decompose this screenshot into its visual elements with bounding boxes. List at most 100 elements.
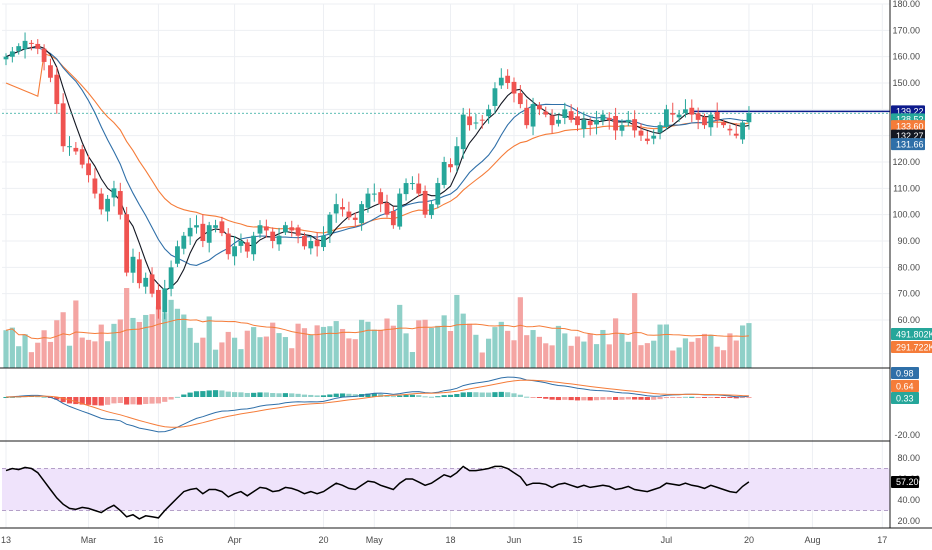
volume-bar — [41, 330, 47, 368]
volume-bar — [486, 338, 492, 368]
candle-body — [219, 221, 225, 234]
price-tick-label: 90.00 — [897, 236, 920, 246]
volume-bar — [365, 321, 371, 368]
candle-body — [727, 128, 733, 131]
candle-body — [733, 133, 739, 136]
time-tick-label: Apr — [228, 535, 242, 545]
price-tag-bg — [891, 120, 925, 133]
volume-bar — [397, 304, 403, 368]
candle-body — [708, 114, 714, 128]
volume-bar — [574, 336, 581, 368]
rsi-line — [5, 465, 750, 520]
macd-tag-text: 0.98 — [896, 368, 914, 378]
volume-bar — [422, 319, 428, 368]
candle-body — [422, 190, 428, 215]
candle-body — [632, 119, 638, 131]
candle-body — [397, 193, 403, 227]
candle-body — [644, 138, 650, 141]
macd-histogram-bar — [270, 393, 276, 397]
volume-bar — [60, 312, 66, 368]
volume-bar — [581, 341, 587, 368]
macd-histogram-bar — [98, 397, 104, 406]
macd-histogram-bar — [600, 397, 606, 400]
macd-histogram-bar — [701, 397, 708, 398]
volume-bar — [295, 323, 301, 368]
volume-bar — [454, 294, 460, 368]
candle-body — [562, 109, 568, 118]
macd-histogram-bar — [333, 393, 339, 397]
candle-body — [746, 113, 752, 123]
volume-bar — [740, 325, 746, 368]
candle-body — [460, 114, 466, 150]
candle-body — [702, 116, 707, 126]
macd-histogram-bar — [41, 396, 47, 398]
candle-body — [416, 183, 422, 194]
volume-bar — [403, 333, 409, 368]
macd-tag-bg — [891, 392, 919, 404]
volume-bar — [416, 320, 422, 368]
candle-body — [600, 114, 606, 121]
macd-histogram-bar — [409, 394, 415, 397]
volume-bar — [346, 338, 352, 368]
candle-body — [613, 115, 618, 131]
macd-histogram-bar — [568, 397, 574, 401]
volume-bar — [111, 323, 117, 368]
macd-histogram-bar — [130, 397, 136, 405]
candle-body — [29, 42, 34, 44]
macd-histogram-bar — [111, 397, 117, 404]
macd-histogram-bar — [638, 397, 644, 400]
macd-histogram-bar — [695, 397, 701, 398]
candle-body — [695, 113, 701, 120]
candle-body — [333, 204, 339, 214]
volume-bar — [54, 320, 60, 368]
volume-bar — [682, 338, 689, 368]
candle-body — [35, 43, 41, 49]
candle-body — [670, 113, 676, 115]
volume-bar — [409, 352, 415, 368]
macd-histogram-bar — [238, 392, 244, 397]
candle-body — [359, 204, 364, 224]
time-axis[interactable]: 13Mar16Apr20May18Jun15Jul20Aug17Sep — [1, 535, 932, 545]
macd-histogram-bar — [320, 395, 327, 397]
macd-histogram-bar — [124, 397, 130, 405]
volume-bar — [568, 345, 574, 368]
candle-body — [740, 122, 745, 140]
volume-bar — [85, 339, 92, 368]
macd-histogram-bar — [574, 397, 581, 401]
candle-body — [302, 235, 307, 247]
macd-histogram-bar — [397, 395, 403, 397]
volume-bar — [251, 327, 257, 368]
volume-bar — [613, 318, 619, 368]
volume-bar — [79, 337, 85, 368]
candle-body — [543, 111, 549, 115]
volume-bar — [517, 297, 523, 368]
volume-bar — [16, 346, 22, 368]
macd-histogram-bar — [562, 397, 568, 400]
volume-bar — [714, 346, 720, 368]
macd-histogram-bar — [295, 393, 301, 397]
volume-bars — [3, 288, 752, 368]
macd-histogram-bar — [365, 393, 371, 397]
volume-bar — [720, 350, 727, 368]
volume-bar — [66, 345, 73, 368]
candle-body — [257, 225, 263, 234]
volume-bar — [670, 350, 676, 368]
macd-histogram-bar — [244, 392, 250, 397]
volume-bar — [492, 327, 498, 368]
candle-body — [556, 119, 561, 124]
candle-body — [429, 204, 434, 216]
candle-body — [676, 114, 682, 118]
volume-bar — [124, 288, 130, 368]
macd-histogram-bar — [536, 397, 542, 398]
price-axis[interactable]: 180.00170.00160.00150.00140.00130.00120.… — [891, 0, 932, 526]
macd-histogram-bar — [168, 397, 174, 400]
price-tag-text: 133.60 — [896, 121, 924, 131]
volume-bar — [460, 313, 466, 368]
volume-bar — [505, 330, 511, 368]
candle-body — [664, 109, 669, 127]
rsi-panel — [2, 465, 890, 520]
volume-bar — [632, 293, 638, 368]
macd-histogram-bar — [79, 397, 85, 405]
candle-body — [365, 193, 371, 208]
